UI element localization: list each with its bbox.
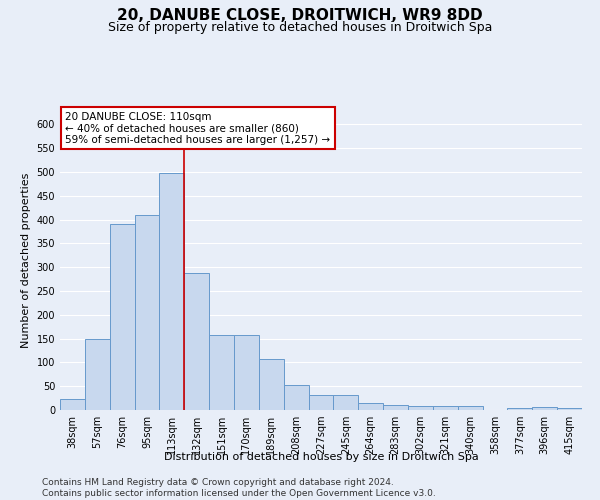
Bar	[383, 405, 408, 410]
Bar	[284, 385, 308, 410]
Text: Size of property relative to detached houses in Droitwich Spa: Size of property relative to detached ho…	[108, 21, 492, 34]
Bar	[160, 174, 184, 410]
Bar	[508, 408, 532, 410]
Bar	[184, 274, 209, 410]
Text: 20, DANUBE CLOSE, DROITWICH, WR9 8DD: 20, DANUBE CLOSE, DROITWICH, WR9 8DD	[117, 8, 483, 22]
Bar	[358, 403, 383, 410]
Text: Distribution of detached houses by size in Droitwich Spa: Distribution of detached houses by size …	[164, 452, 478, 462]
Bar	[259, 358, 284, 410]
Bar	[134, 215, 160, 410]
Bar	[209, 335, 234, 410]
Bar	[110, 224, 134, 410]
Text: 20 DANUBE CLOSE: 110sqm
← 40% of detached houses are smaller (860)
59% of semi-d: 20 DANUBE CLOSE: 110sqm ← 40% of detache…	[65, 112, 331, 144]
Bar	[234, 335, 259, 410]
Bar	[458, 406, 482, 410]
Bar	[85, 339, 110, 410]
Bar	[433, 406, 458, 410]
Bar	[334, 395, 358, 410]
Bar	[308, 395, 334, 410]
Text: Contains HM Land Registry data © Crown copyright and database right 2024.
Contai: Contains HM Land Registry data © Crown c…	[42, 478, 436, 498]
Bar	[408, 406, 433, 410]
Bar	[60, 398, 85, 410]
Y-axis label: Number of detached properties: Number of detached properties	[21, 172, 31, 348]
Bar	[532, 407, 557, 410]
Bar	[557, 408, 582, 410]
